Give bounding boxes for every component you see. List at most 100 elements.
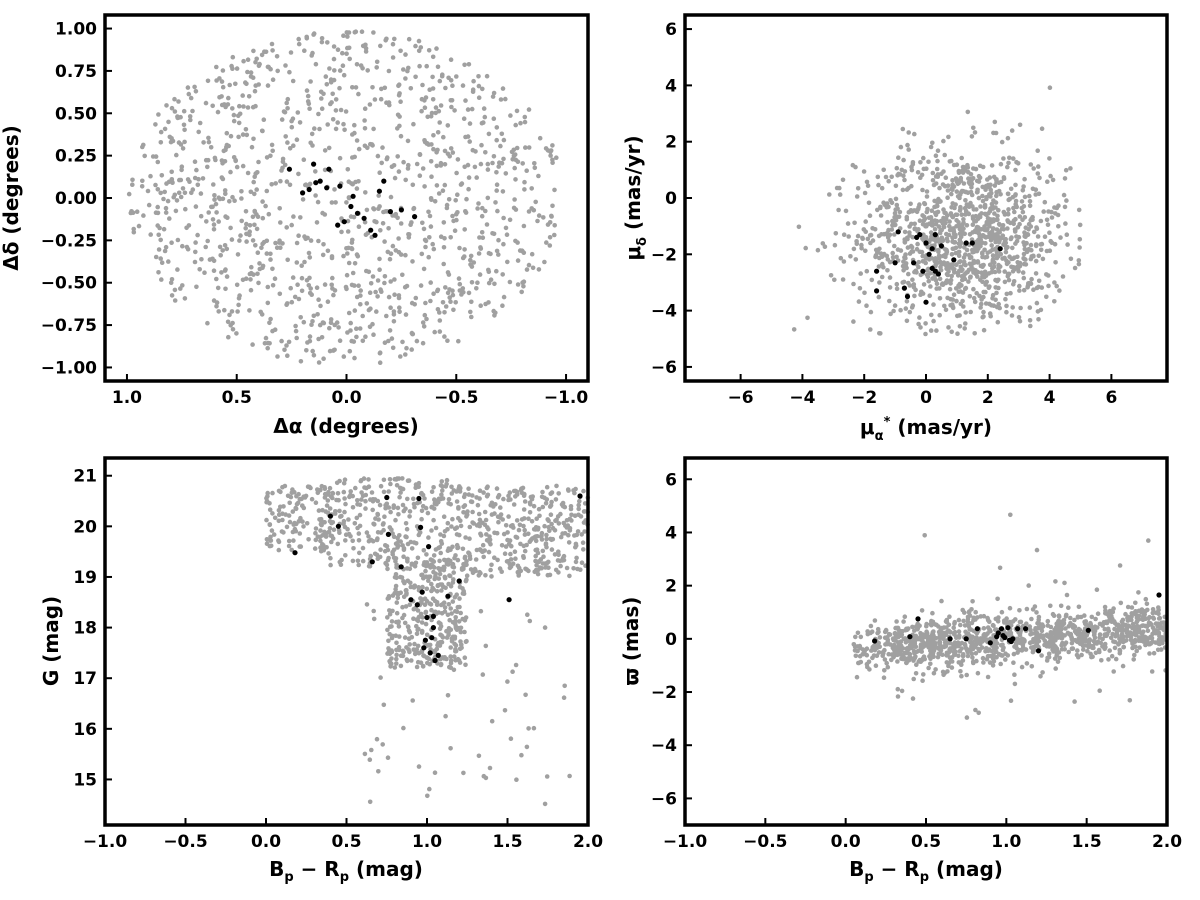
background-point bbox=[515, 282, 521, 287]
background-point bbox=[564, 565, 570, 571]
background-point bbox=[470, 570, 476, 576]
background-point bbox=[439, 492, 444, 498]
background-point bbox=[245, 105, 251, 110]
background-point bbox=[306, 250, 312, 256]
background-point bbox=[1096, 647, 1102, 653]
background-point bbox=[997, 222, 1002, 227]
background-point bbox=[408, 86, 414, 91]
background-point bbox=[1008, 512, 1013, 518]
background-point bbox=[993, 247, 999, 252]
background-point bbox=[343, 109, 349, 114]
background-point bbox=[247, 271, 253, 277]
background-point bbox=[174, 152, 179, 158]
background-point bbox=[266, 211, 272, 217]
background-point bbox=[1081, 647, 1086, 652]
background-point bbox=[482, 114, 488, 120]
background-point bbox=[211, 227, 217, 232]
background-point bbox=[524, 744, 530, 750]
background-point bbox=[996, 207, 1001, 213]
background-point bbox=[892, 232, 897, 237]
background-point bbox=[919, 249, 925, 255]
member-point bbox=[445, 593, 451, 599]
background-point bbox=[491, 154, 497, 159]
background-point bbox=[474, 547, 480, 553]
background-point bbox=[288, 50, 294, 55]
background-point bbox=[172, 192, 178, 198]
background-point bbox=[983, 301, 989, 306]
background-point bbox=[507, 490, 513, 495]
background-point bbox=[270, 283, 276, 288]
member-point bbox=[577, 493, 583, 499]
background-point bbox=[1044, 632, 1050, 637]
background-point bbox=[276, 538, 281, 543]
background-point bbox=[904, 318, 910, 324]
background-point bbox=[1052, 628, 1058, 634]
background-point bbox=[1119, 619, 1125, 624]
background-point bbox=[980, 198, 986, 204]
background-point bbox=[883, 174, 889, 180]
background-point bbox=[544, 774, 550, 779]
background-point bbox=[211, 182, 216, 187]
background-point bbox=[539, 565, 544, 571]
background-point bbox=[881, 675, 887, 680]
background-point bbox=[449, 611, 454, 616]
background-point bbox=[500, 272, 506, 277]
background-point bbox=[346, 179, 352, 184]
background-point bbox=[294, 335, 300, 341]
background-point bbox=[579, 532, 584, 537]
background-point bbox=[453, 618, 458, 624]
background-point bbox=[923, 331, 928, 337]
background-point bbox=[1006, 160, 1011, 166]
background-point bbox=[352, 130, 357, 136]
background-point bbox=[855, 630, 861, 636]
background-point bbox=[315, 312, 320, 317]
background-point bbox=[225, 215, 230, 220]
background-point bbox=[1027, 199, 1033, 204]
background-point bbox=[494, 182, 500, 187]
member-point bbox=[963, 636, 969, 642]
background-point bbox=[280, 241, 285, 246]
background-point bbox=[425, 793, 430, 799]
background-point bbox=[1138, 636, 1143, 642]
background-point bbox=[1032, 604, 1038, 609]
background-point bbox=[869, 629, 875, 634]
background-point bbox=[906, 271, 911, 277]
background-point bbox=[481, 554, 487, 560]
background-point bbox=[433, 105, 439, 110]
background-point bbox=[959, 662, 964, 667]
background-point bbox=[1024, 606, 1030, 612]
background-point bbox=[1161, 627, 1166, 633]
background-point bbox=[439, 73, 445, 79]
background-point bbox=[941, 138, 946, 144]
background-point bbox=[579, 560, 585, 565]
background-point bbox=[486, 280, 492, 286]
background-point bbox=[501, 156, 506, 162]
background-point bbox=[195, 232, 200, 238]
background-point bbox=[934, 166, 940, 172]
background-point bbox=[1008, 236, 1014, 242]
background-point bbox=[316, 508, 322, 513]
background-point bbox=[486, 527, 491, 532]
background-point bbox=[335, 120, 341, 125]
background-point bbox=[216, 309, 221, 314]
background-point bbox=[264, 188, 270, 194]
background-point bbox=[457, 245, 462, 251]
background-point bbox=[457, 281, 463, 287]
background-point bbox=[231, 118, 237, 124]
y-tick-label: 2 bbox=[665, 133, 677, 153]
y-tick-label: 17 bbox=[73, 669, 97, 689]
background-point bbox=[973, 609, 978, 615]
background-point bbox=[370, 507, 376, 513]
background-point bbox=[1020, 209, 1026, 215]
background-point bbox=[480, 672, 486, 677]
background-point bbox=[280, 511, 285, 516]
background-point bbox=[995, 254, 1000, 259]
background-point bbox=[1111, 669, 1116, 674]
background-point bbox=[313, 526, 319, 531]
background-point bbox=[961, 181, 967, 186]
background-point bbox=[332, 187, 337, 192]
background-point bbox=[400, 502, 406, 508]
background-point bbox=[1047, 644, 1052, 649]
background-point bbox=[998, 661, 1003, 667]
background-point bbox=[274, 54, 280, 59]
